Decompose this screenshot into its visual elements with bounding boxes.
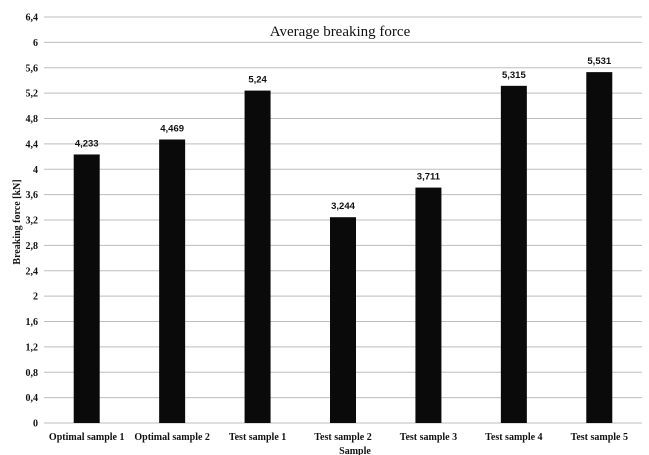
- x-tick-label: Optimal sample 1: [49, 432, 125, 443]
- y-tick-label: 5,2: [26, 89, 39, 100]
- y-tick-label: 3,6: [26, 190, 39, 201]
- y-axis-label: Breaking force [kN]: [12, 179, 23, 264]
- y-tick-label: 5,6: [26, 63, 39, 74]
- data-label: 3,711: [417, 172, 441, 183]
- y-tick-label: 1,6: [26, 317, 39, 328]
- x-tick-label: Optimal sample 2: [134, 432, 210, 443]
- y-axis-ticks: 0 0,4 0,8 1,2 1,6 2 2,4 2,8 3,2 3,6 4 4,4 4,8 5,2 5,6 6…: [26, 13, 39, 430]
- y-tick-label: 4,4: [26, 139, 39, 150]
- y-tick-label: 0: [33, 419, 38, 430]
- y-tick-label: 2,4: [26, 266, 39, 277]
- bar: [159, 139, 186, 424]
- data-label: 5,24: [248, 75, 267, 86]
- x-tick-label: Test sample 4: [485, 432, 542, 443]
- y-tick-label: 4,8: [26, 114, 39, 125]
- bar: [244, 90, 271, 424]
- bar: [73, 154, 100, 423]
- y-tick-label: 0,8: [26, 368, 39, 379]
- y-tick-label: 6: [33, 38, 38, 49]
- x-tick-label: Test sample 2: [314, 432, 371, 443]
- bar: [500, 85, 527, 424]
- x-tick-label: Test sample 1: [229, 432, 286, 443]
- data-label: 3,244: [331, 201, 355, 212]
- x-tick-label: Test sample 3: [400, 432, 457, 443]
- bar: [586, 72, 613, 423]
- bar: [330, 217, 356, 423]
- x-tick-label: Test sample 5: [571, 432, 628, 443]
- y-tick-label: 2: [33, 292, 38, 303]
- data-label: 4,233: [75, 138, 99, 149]
- x-axis-ticks: Optimal sample 1 Optimal sample 2 Test sam…: [49, 432, 628, 443]
- chart-title: Average breaking force: [270, 24, 411, 40]
- data-label: 5,315: [502, 70, 526, 81]
- data-label: 5,531: [587, 56, 611, 67]
- y-tick-label: 3,2: [26, 216, 39, 227]
- y-tick-label: 6,4: [26, 13, 39, 24]
- y-tick-label: 1,2: [26, 342, 39, 353]
- data-label: 4,469: [160, 123, 184, 134]
- y-tick-label: 0,4: [26, 393, 39, 404]
- bars: [73, 72, 613, 424]
- y-tick-label: 4: [33, 165, 38, 176]
- y-tick-label: 2,8: [26, 241, 39, 252]
- data-labels: 4,233 4,469 5,24 3,244 3,711 5,315 5,531: [75, 56, 612, 212]
- bar: [415, 187, 442, 423]
- x-axis-label: Sample: [339, 446, 371, 455]
